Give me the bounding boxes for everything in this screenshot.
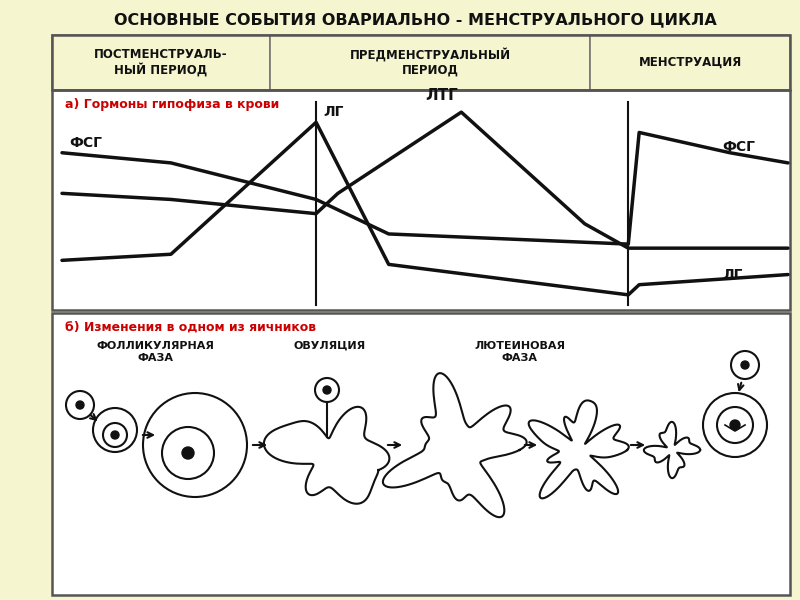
Circle shape (741, 361, 749, 369)
Text: ЛТГ: ЛТГ (425, 88, 458, 103)
Circle shape (315, 378, 339, 402)
Bar (52, 35, 790, 90)
Circle shape (76, 401, 84, 409)
Text: ОСНОВНЫЕ СОБЫТИЯ ОВАРИАЛЬНО - МЕНСТРУАЛЬНОГО ЦИКЛА: ОСНОВНЫЕ СОБЫТИЯ ОВАРИАЛЬНО - МЕНСТРУАЛЬ… (114, 13, 716, 28)
Circle shape (323, 386, 331, 394)
Polygon shape (644, 422, 700, 478)
Circle shape (717, 407, 753, 443)
Circle shape (103, 423, 127, 447)
Bar (52, 90, 790, 310)
Text: б) Изменения в одном из яичников: б) Изменения в одном из яичников (65, 321, 316, 334)
Text: ФСГ: ФСГ (70, 136, 102, 149)
Polygon shape (383, 373, 526, 517)
Text: ЛГ: ЛГ (722, 268, 743, 281)
Bar (0, 0, 800, 35)
Bar (270, 35, 590, 90)
Circle shape (143, 393, 247, 497)
Text: ОВУЛЯЦИЯ: ОВУЛЯЦИЯ (294, 341, 366, 351)
Circle shape (111, 431, 119, 439)
Text: ЛГ: ЛГ (323, 105, 344, 119)
Circle shape (703, 393, 767, 457)
Bar (590, 35, 790, 90)
Circle shape (182, 447, 194, 459)
Text: МЕНСТРУАЦИЯ: МЕНСТРУАЦИЯ (638, 56, 742, 69)
Text: ЛЮТЕИНОВАЯ
ФАЗА: ЛЮТЕИНОВАЯ ФАЗА (474, 341, 566, 362)
Text: ПРЕДМЕНСТРУАЛЬНЫЙ
ПЕРИОД: ПРЕДМЕНСТРУАЛЬНЫЙ ПЕРИОД (350, 48, 510, 77)
Bar (0, 35, 52, 600)
Circle shape (162, 427, 214, 479)
Text: ПОСТМЕНСТРУАЛЬ-
НЫЙ ПЕРИОД: ПОСТМЕНСТРУАЛЬ- НЫЙ ПЕРИОД (94, 48, 228, 77)
Polygon shape (529, 400, 629, 499)
Circle shape (731, 351, 759, 379)
Text: ФСГ: ФСГ (722, 140, 756, 154)
Text: а) Гормоны гипофиза в крови: а) Гормоны гипофиза в крови (65, 98, 279, 111)
Bar (52, 35, 270, 90)
Circle shape (730, 420, 740, 430)
Circle shape (66, 391, 94, 419)
Polygon shape (264, 407, 390, 504)
Bar (52, 313, 790, 595)
Circle shape (93, 408, 137, 452)
Text: ФОЛЛИКУЛЯРНАЯ
ФАЗА: ФОЛЛИКУЛЯРНАЯ ФАЗА (96, 341, 214, 362)
